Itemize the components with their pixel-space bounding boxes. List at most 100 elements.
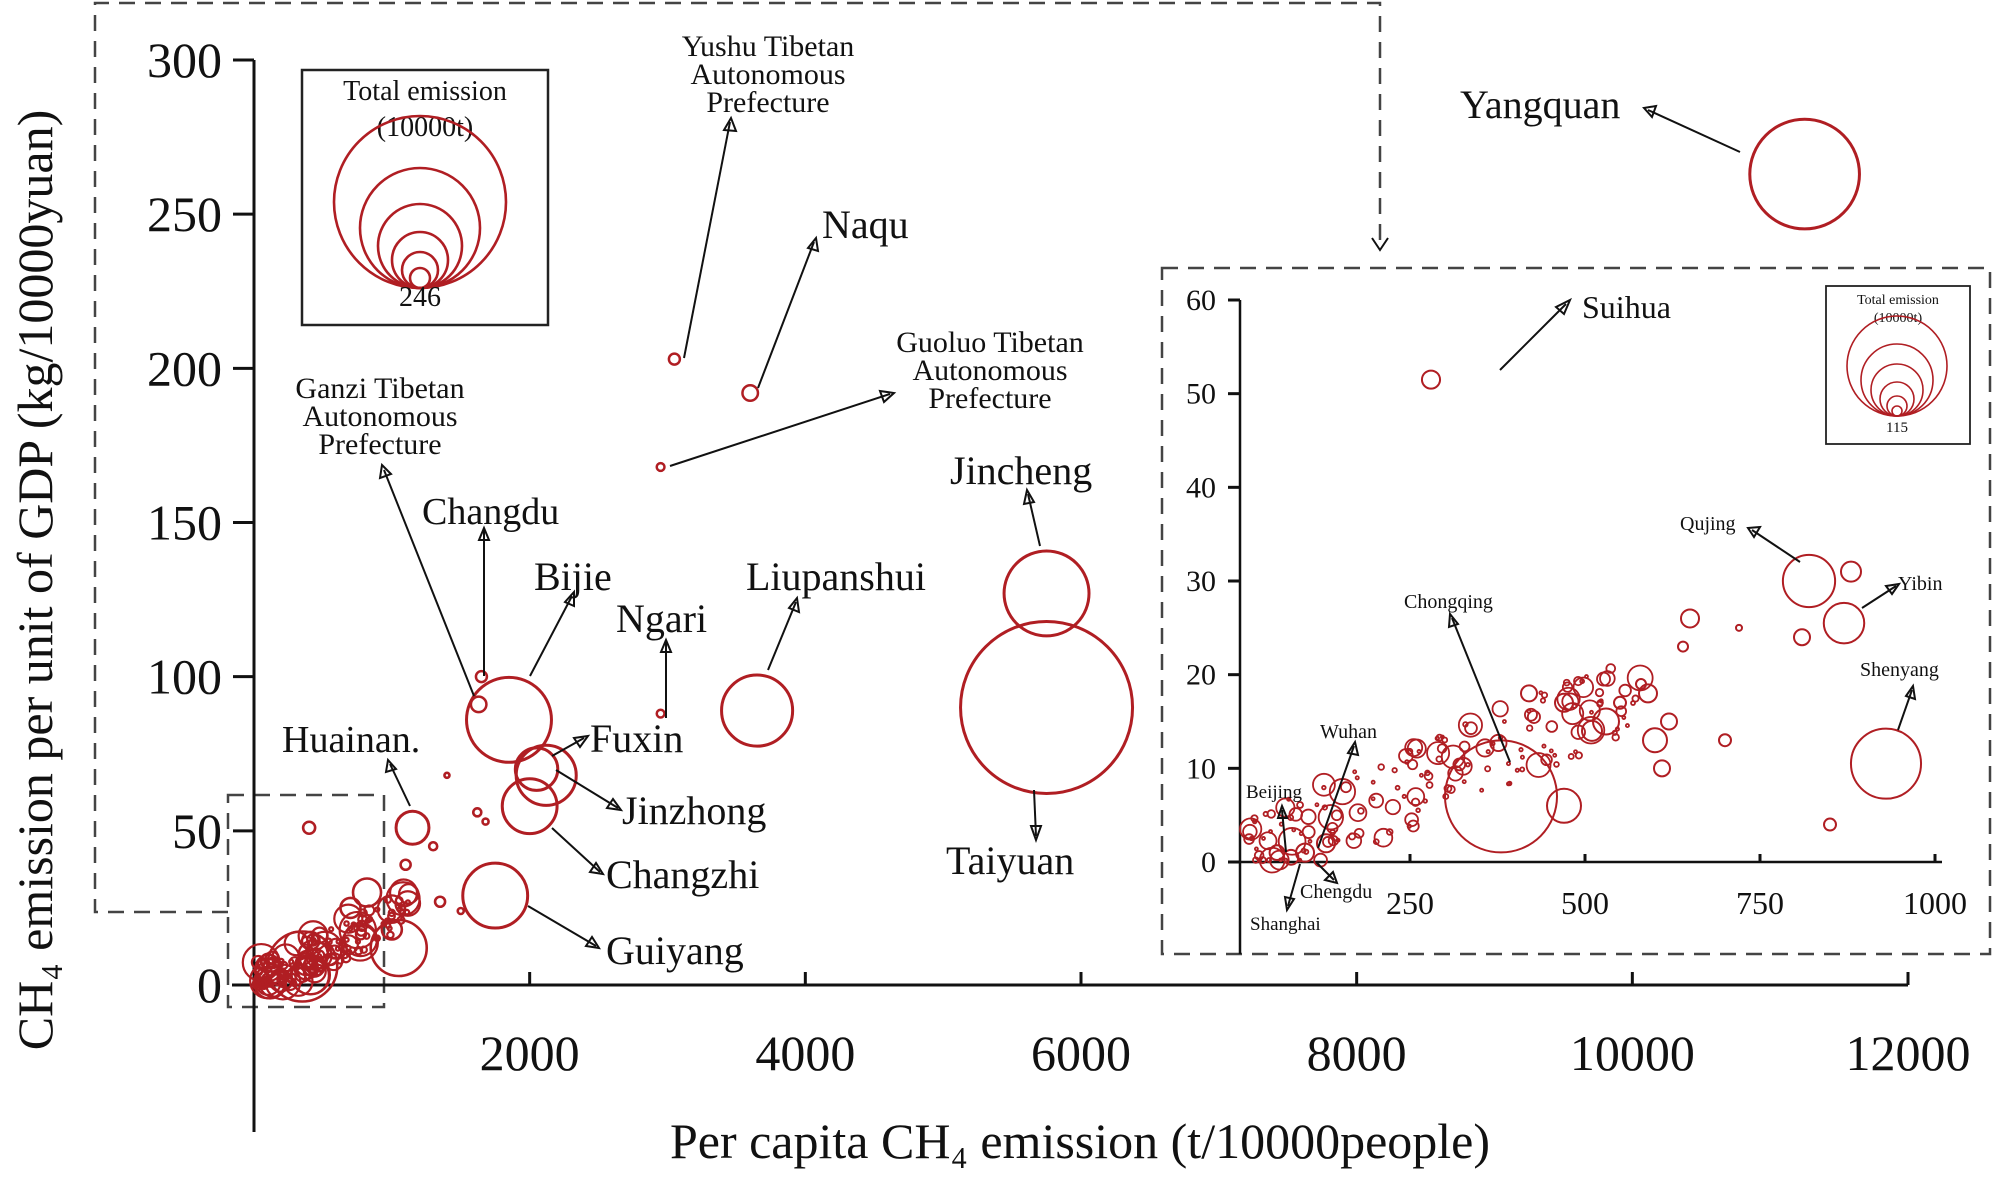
inset-bubble-cluster: [1330, 809, 1343, 822]
bubble-cluster: [347, 925, 354, 932]
inset-bubble-cluster: [1345, 832, 1363, 849]
bubble-cluster: [481, 817, 490, 826]
inset-bubble-cluster: [1425, 781, 1434, 789]
inset-x-tick-label: 250: [1386, 885, 1434, 921]
bubble-cluster: [254, 965, 264, 975]
inset-bubble-cluster: [1823, 817, 1837, 832]
inset-bubble-cluster: [1446, 784, 1456, 794]
bubble-ganzi: [474, 669, 489, 684]
y-tick-label: 150: [147, 495, 222, 551]
inset-bubble-suihua: [1420, 369, 1442, 390]
inset-annotations: Suihua Qujing Yibin Shenyang Chongqing W…: [1246, 289, 1942, 935]
inset-bubble-cluster: [1519, 754, 1525, 760]
inset-size-legend-max: 115: [1886, 420, 1908, 436]
inset-bubble-cluster: [1680, 608, 1700, 629]
inset-bubble-cluster: [1572, 676, 1595, 699]
bubble-cluster: [443, 771, 451, 780]
inset-bubble-shenyang: [1849, 727, 1923, 800]
inset-bubble-cluster: [1840, 560, 1862, 583]
label-guiyang: Guiyang: [606, 928, 744, 973]
inset-size-legend: Total emission (10000t) 115: [1825, 285, 1971, 445]
bubble-changzhi: [500, 777, 559, 836]
inset-bubble-cluster: [1526, 708, 1532, 714]
inset-bubble-cluster: [1368, 792, 1384, 809]
inset-bubble-cluster: [1377, 763, 1385, 771]
inset-bubble-cluster: [1573, 675, 1584, 687]
inset-bubble-cluster: [1490, 740, 1496, 747]
bubble-cluster: [471, 807, 483, 818]
inset-bubble-cluster: [1561, 681, 1574, 693]
inset-bubble-cluster: [1491, 700, 1509, 718]
inset-bubble-cluster: [1735, 623, 1743, 632]
inset-bubble-cluster: [1567, 753, 1575, 760]
inset-bubble-cluster: [1475, 738, 1495, 758]
inset-bubble-qujing: [1781, 553, 1837, 609]
y-axis-title: CH₄ emission per unit of GDP (kg/10000yu…: [7, 110, 63, 1051]
x-tick-label: 4000: [755, 1025, 855, 1081]
inset-bubble-cluster: [1406, 747, 1414, 755]
bubble-yushu: [667, 352, 682, 366]
inset-bubble-cluster: [1584, 674, 1589, 679]
bubble-yangquan: [1748, 117, 1861, 231]
bubble-guoluo: [655, 461, 666, 473]
inset-bubble-cluster: [1613, 695, 1627, 710]
inset-x-tick-label: 1000: [1903, 885, 1967, 921]
inset-bubble-cluster: [1576, 716, 1606, 745]
inset-bubble-cluster: [1579, 678, 1586, 685]
inset-bubble-cluster: [1541, 743, 1547, 749]
label-yibin: Yibin: [1898, 573, 1942, 595]
inset-bubble-cluster: [1520, 684, 1538, 703]
inset-bubble-cluster: [1277, 827, 1307, 856]
inset-bubble-cluster: [1562, 678, 1571, 687]
bubble-cluster: [276, 976, 285, 985]
inset-bubble-cluster: [1394, 784, 1401, 791]
main-annotations: Yangquan Yushu Tibetan Autonomous Prefec…: [282, 30, 1741, 973]
inset-bubble-cluster: [1239, 817, 1263, 841]
label-guoluo-3: Prefecture: [928, 382, 1051, 415]
inset-bubble-cluster: [1635, 678, 1647, 691]
inset-bubble-cluster: [1461, 779, 1467, 785]
inset-bubble-cluster: [1660, 712, 1678, 731]
bubble-cluster: [394, 890, 422, 917]
label-yushu-3: Prefecture: [706, 86, 829, 119]
inset-bubble-cluster: [1615, 705, 1628, 717]
inset-bubble-cluster: [1439, 734, 1445, 740]
inset-bubble-cluster: [1354, 775, 1360, 781]
label-taiyuan: Taiyuan: [946, 838, 1074, 883]
inset-bubble-cluster: [1401, 793, 1407, 799]
legend-circle: [376, 202, 464, 290]
label-yushu-2: Autonomous: [690, 58, 845, 91]
inset-bubble-cluster: [1406, 787, 1426, 806]
inset-bubble-cluster: [1321, 784, 1327, 791]
bubble-jincheng: [1002, 549, 1091, 638]
bubble-cluster: [351, 877, 383, 908]
inset-bubble-cluster: [1506, 780, 1513, 787]
inset-bubble-cluster: [1418, 772, 1424, 778]
size-legend: Total emission (10000t) 246: [300, 68, 550, 327]
inset-y-tick-label: 60: [1186, 284, 1216, 317]
inset-bubble-cluster: [1262, 810, 1269, 818]
main-bubbles: [241, 117, 1861, 1003]
zoom-connector: [93, 1, 1382, 914]
inset-bubble-cluster: [1618, 683, 1632, 698]
inset-bubble-cluster: [1258, 831, 1278, 851]
inset-bubble-cluster: [1303, 848, 1310, 855]
label-ngari: Ngari: [616, 596, 707, 641]
y-tick-label: 300: [147, 32, 222, 88]
inset-bubble-cluster: [1540, 753, 1553, 767]
bubble-guiyang: [461, 861, 530, 930]
inset-bubble-cluster: [1581, 719, 1603, 742]
inset-bubble-cluster: [1552, 752, 1558, 758]
legend-circle: [408, 266, 432, 290]
inset-bubble-cluster: [1573, 749, 1578, 755]
inset-bubble-cluster: [1242, 823, 1258, 840]
inset-bubble-cluster: [1370, 779, 1376, 785]
inset-bubble-cluster: [1410, 797, 1421, 807]
bubble-cluster: [354, 928, 368, 941]
bubble-changdu: [469, 695, 488, 714]
bubble-cluster: [353, 945, 364, 956]
inset-size-legend-title: Total emission: [1857, 293, 1939, 308]
x-tick-label: 10000: [1570, 1025, 1695, 1081]
label-chongqing: Chongqing: [1404, 591, 1493, 613]
